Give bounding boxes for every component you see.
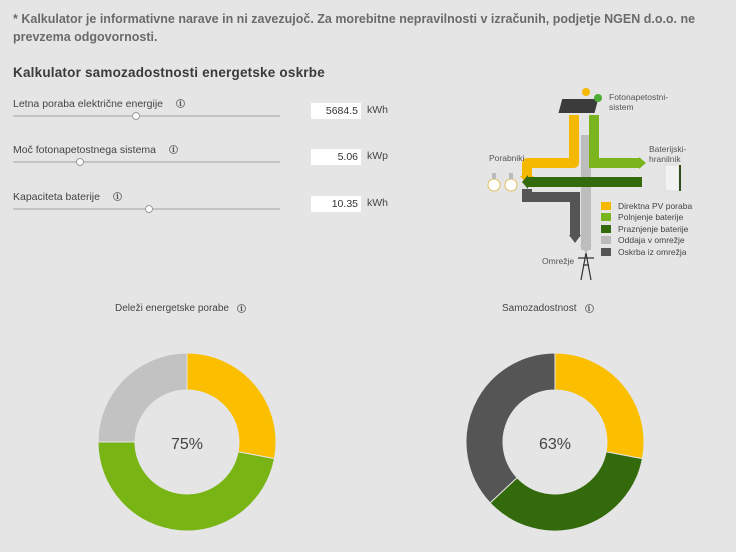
self-sufficiency-title: Samozadostnost i: [502, 303, 594, 314]
legend-item: Oskrba iz omrežja: [601, 246, 692, 257]
slider-handle[interactable]: [75, 158, 84, 166]
grid-label: Omrežje: [542, 256, 575, 266]
self-sufficiency-donut-chart: 63%: [465, 352, 645, 532]
page-title: Kalkulator samozadostnosti energetske os…: [13, 65, 325, 80]
battery-capacity-unit: kWh: [367, 197, 388, 209]
donut-slice-polnjenje-baterije[interactable]: [97, 441, 276, 532]
donut-slice-praznjenje-baterije[interactable]: [489, 451, 644, 532]
consumption-share-percent: 75%: [171, 436, 203, 453]
pv-power-input[interactable]: 5.06: [311, 149, 361, 165]
info-icon[interactable]: i: [584, 304, 594, 313]
pv-power-unit: kWp: [367, 150, 388, 162]
self-sufficiency-percent: 63%: [539, 436, 571, 453]
info-icon[interactable]: i: [175, 99, 185, 108]
slider-handle[interactable]: [145, 205, 154, 213]
legend-item: Oddaja v omrežje: [601, 235, 692, 246]
annual-consumption-label: Letna poraba električne energije: [13, 98, 164, 110]
consumption-shares-donut-chart: 75%: [97, 352, 277, 532]
info-icon[interactable]: i: [236, 304, 246, 313]
annual-consumption-unit: kWh: [367, 104, 388, 116]
info-icon[interactable]: i: [168, 145, 178, 154]
legend-item: Polnjenje baterije: [601, 212, 692, 223]
annual-consumption-input[interactable]: 5684.5: [311, 103, 361, 119]
legend-swatch: [601, 201, 611, 210]
legend-swatch: [601, 213, 611, 221]
consumption-shares-title: Deleži energetske porabe i: [115, 303, 246, 314]
battery-storage-label: Baterijski- hranilnik: [649, 144, 687, 164]
flow-legend: Direktna PV poraba Polnjenje baterije Pr…: [601, 200, 692, 258]
input-row-battery-capacity: Kapaciteta baterije i 10.35 kWh: [13, 191, 393, 231]
legend-swatch: [601, 224, 611, 233]
legend-item: Praznjenje baterije: [601, 223, 692, 234]
annual-consumption-slider[interactable]: [13, 112, 280, 120]
legend-swatch: [601, 247, 611, 256]
energy-flow-diagram: [487, 88, 681, 281]
input-row-annual-consumption: Letna poraba električne energije i 5684.…: [13, 98, 393, 138]
disclaimer-text: * Kalkulator je informativne narave in n…: [13, 12, 696, 44]
pv-power-label: Moč fotonapetostnega sistema: [13, 144, 157, 156]
legend-item: Direktna PV poraba: [601, 200, 692, 211]
pv-power-slider[interactable]: [13, 158, 280, 166]
donut-slice-oddaja-v-omre-je[interactable]: [97, 352, 188, 443]
input-row-pv-power: Moč fotonapetostnega sistema i 5.06 kWp: [13, 144, 393, 184]
battery-capacity-slider[interactable]: [13, 205, 280, 213]
legend-swatch: [601, 236, 611, 244]
pv-system-label: Fotonapetostni- sistem: [609, 92, 669, 112]
battery-capacity-input[interactable]: 10.35: [311, 196, 361, 212]
consumers-label: Porabniki: [489, 153, 525, 163]
slider-handle[interactable]: [131, 112, 140, 120]
donut-slice-oskrba-iz-omre-ja[interactable]: [465, 352, 556, 504]
battery-capacity-label: Kapaciteta baterije: [13, 191, 100, 203]
info-icon[interactable]: i: [112, 192, 122, 201]
